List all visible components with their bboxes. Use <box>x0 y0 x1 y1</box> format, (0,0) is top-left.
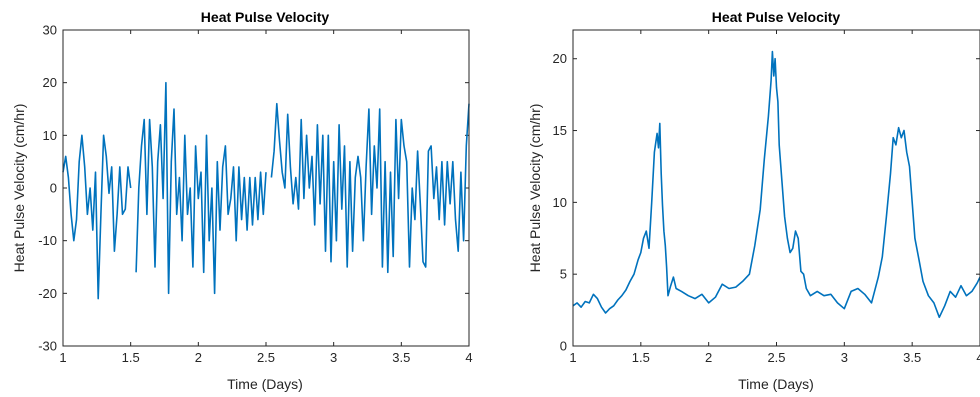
chart-right-ticks: 1 1.5 2 2.5 3 3.5 4 0 5 10 15 20 <box>553 30 980 365</box>
chart-left: Heat Pulse Velocity Heat Pulse Velocity … <box>11 9 473 392</box>
x-tick-label: 1 <box>569 350 576 365</box>
chart-left-axes-box <box>62 29 470 347</box>
y-tick-label: -20 <box>38 286 57 301</box>
x-tick-label: 1.5 <box>632 350 650 365</box>
x-tick-label: 3 <box>330 350 337 365</box>
chart-right-title: Heat Pulse Velocity <box>712 9 841 25</box>
chart-left-ylabel: Heat Pulse Velocity (cm/hr) <box>11 104 27 273</box>
y-tick-label: 5 <box>560 267 567 282</box>
y-tick-label: -10 <box>38 233 57 248</box>
chart-left-ticks: 1 1.5 2 2.5 3 3.5 4 -30 -20 -10 0 10 20 30 <box>38 23 472 366</box>
x-tick-label: 2 <box>195 350 202 365</box>
series-line-segment <box>62 134 132 300</box>
x-tick-label: 1 <box>59 350 66 365</box>
x-tick-label: 2.5 <box>767 350 785 365</box>
chart-right-ylabel: Heat Pulse Velocity (cm/hr) <box>527 104 543 273</box>
chart-left-title: Heat Pulse Velocity <box>201 9 330 25</box>
chart-right-axes-box <box>572 29 980 347</box>
series-line-segment <box>572 50 980 319</box>
x-tick-label: 3 <box>841 350 848 365</box>
x-tick-label: 4 <box>976 350 980 365</box>
series-line-segment <box>135 81 267 295</box>
x-tick-label: 2 <box>705 350 712 365</box>
y-tick-label: 0 <box>560 339 567 354</box>
y-tick-label: 10 <box>43 128 57 143</box>
y-tick-label: 0 <box>50 181 57 196</box>
chart-right-series <box>572 50 980 319</box>
y-tick-label: 15 <box>553 123 567 138</box>
chart-left-xlabel: Time (Days) <box>227 376 303 392</box>
x-tick-label: 3.5 <box>392 350 410 365</box>
x-tick-label: 4 <box>465 350 472 365</box>
series-line-segment <box>270 102 470 274</box>
chart-right: Heat Pulse Velocity Heat Pulse Velocity … <box>527 9 980 392</box>
chart-left-series <box>62 81 470 300</box>
y-tick-label: 30 <box>43 23 57 38</box>
x-tick-label: 1.5 <box>122 350 140 365</box>
x-tick-label: 2.5 <box>257 350 275 365</box>
y-tick-label: 10 <box>553 195 567 210</box>
chart-right-xlabel: Time (Days) <box>738 376 814 392</box>
y-tick-label: -30 <box>38 339 57 354</box>
y-tick-label: 20 <box>553 51 567 66</box>
y-tick-label: 20 <box>43 75 57 90</box>
x-tick-label: 3.5 <box>903 350 921 365</box>
